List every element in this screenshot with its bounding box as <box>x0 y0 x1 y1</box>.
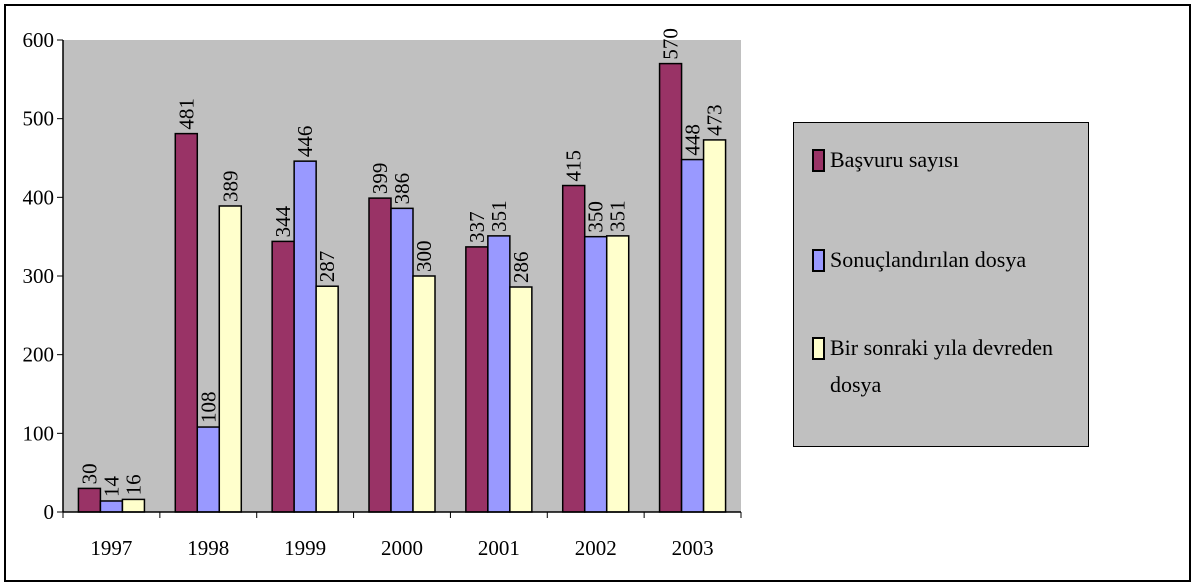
legend-item-basvuru: Başvuru sayısı <box>812 145 1085 178</box>
data-label-2001-series-1: 351 <box>487 200 511 232</box>
y-tick-label-300: 300 <box>23 264 55 288</box>
bar-1998-series-2 <box>218 205 243 513</box>
data-label-1999-series-1: 446 <box>293 126 317 158</box>
y-tick-label-400: 400 <box>23 185 55 209</box>
bar-1999-series-1 <box>293 160 317 513</box>
bar-2002-series-1 <box>583 235 608 513</box>
bar-1998-series-0 <box>174 132 199 513</box>
data-label-2000-series-0: 399 <box>368 163 392 195</box>
data-label-1998-series-1: 108 <box>196 392 220 424</box>
bar-2002-series-0 <box>561 184 586 513</box>
bar-2001-series-1 <box>487 235 511 513</box>
bar-1998-series-1 <box>196 426 221 513</box>
bar-2001-series-0 <box>465 246 489 513</box>
x-tick-label-2003: 2003 <box>672 536 714 560</box>
data-label-2003-series-2: 473 <box>703 104 727 136</box>
x-tick-label-1998: 1998 <box>187 536 229 560</box>
data-label-1998-series-2: 389 <box>218 170 242 201</box>
bar-1997-series-1 <box>99 500 124 513</box>
data-label-1998-series-0: 481 <box>174 98 198 130</box>
legend-item-devreden: Bir sonraki yıla devreden dosya <box>812 333 1085 403</box>
x-tick-label-1999: 1999 <box>284 536 326 560</box>
y-tick-label-500: 500 <box>23 107 55 131</box>
data-label-1997-series-2: 16 <box>121 474 145 495</box>
data-label-1999-series-2: 287 <box>315 251 339 283</box>
y-tick-label-600: 600 <box>23 28 55 52</box>
bar-2003-series-1 <box>680 158 705 513</box>
bar-2000-series-1 <box>390 207 414 513</box>
data-label-2001-series-2: 286 <box>509 252 533 284</box>
x-tick-label-2002: 2002 <box>575 536 617 560</box>
legend-swatch-sonuclandirilan <box>812 249 825 272</box>
data-label-2002-series-0: 415 <box>562 150 586 182</box>
data-label-2002-series-2: 351 <box>606 200 630 232</box>
y-tick-label-100: 100 <box>23 421 55 445</box>
y-tick-label-0: 0 <box>44 500 55 524</box>
x-tick-label-2000: 2000 <box>381 536 423 560</box>
bars-layer <box>77 62 727 513</box>
data-label-2002-series-1: 350 <box>584 201 608 233</box>
data-label-1999-series-0: 344 <box>271 205 295 237</box>
x-tick-label-2001: 2001 <box>478 536 520 560</box>
data-labels-layer: 3014164811083893444462873993863003373512… <box>77 28 726 497</box>
data-label-1997-series-0: 30 <box>77 463 101 484</box>
x-tick-label-1997: 1997 <box>90 536 132 560</box>
legend-label-sonuclandirilan: Sonuçlandırılan dosya <box>830 247 1027 272</box>
legend-swatch-basvuru <box>812 149 825 172</box>
data-label-1997-series-1: 14 <box>99 475 123 497</box>
legend-label-basvuru: Başvuru sayısı <box>830 147 959 172</box>
bar-2003-series-2 <box>702 139 727 513</box>
y-tick-label-200: 200 <box>23 343 55 367</box>
bar-2003-series-0 <box>658 62 683 513</box>
bar-1999-series-0 <box>271 240 295 513</box>
bar-1997-series-2 <box>121 498 146 513</box>
bar-2002-series-2 <box>605 235 630 513</box>
legend-item-sonuclandirilan: Sonuçlandırılan dosya <box>812 245 1085 278</box>
legend-swatch-devreden <box>812 337 825 360</box>
data-label-2000-series-1: 386 <box>390 173 414 205</box>
bar-2001-series-2 <box>509 286 533 513</box>
data-label-2003-series-1: 448 <box>681 124 705 156</box>
bar-2000-series-0 <box>368 197 392 513</box>
data-label-2000-series-2: 300 <box>412 241 436 273</box>
legend: Başvuru sayısı Sonuçlandırılan dosya Bir… <box>793 122 1089 447</box>
bar-2000-series-2 <box>412 275 436 513</box>
data-label-2001-series-0: 337 <box>465 211 489 243</box>
bar-1997-series-0 <box>77 487 102 513</box>
bar-1999-series-2 <box>315 285 339 513</box>
axes-layer: 1997 1998 1999 2000 2001 2002 2003 0 100 200 300 40… <box>23 28 742 560</box>
data-label-2003-series-0: 570 <box>659 28 683 60</box>
legend-label-devreden: Bir sonraki yıla devreden dosya <box>830 335 1053 397</box>
